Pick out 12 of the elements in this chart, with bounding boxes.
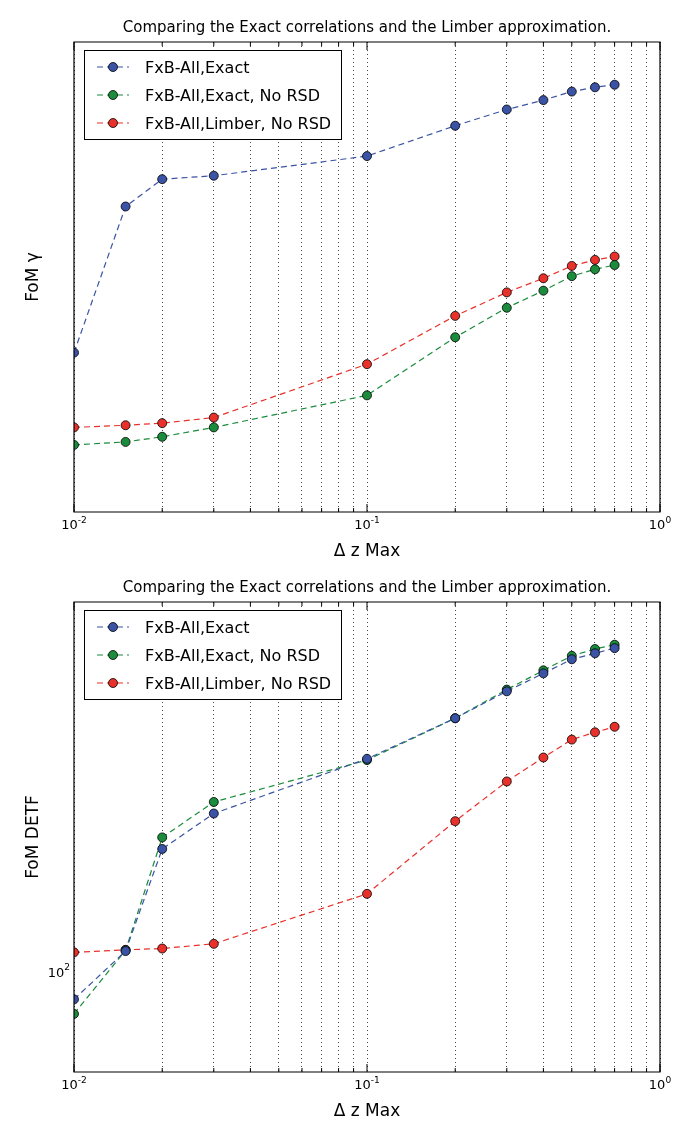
chart-title: Comparing the Exact correlations and the Limber approximation. (122, 17, 612, 36)
legend-label: FxB-All,Limber, No RSD (145, 673, 332, 693)
x-axis-title: Δ z Max (333, 1100, 401, 1121)
legend-label: FxB-All,Exact (145, 617, 250, 637)
legend-label: FxB-All,Limber, No RSD (145, 113, 332, 133)
legend-label: FxB-All,Exact, No RSD (145, 645, 321, 665)
y-axis-title: FoM DETF (22, 795, 43, 879)
chart-title: Comparing the Exact correlations and the Limber approximation. (122, 577, 612, 596)
legend-label: FxB-All,Exact, No RSD (145, 85, 321, 105)
x-axis-title: Δ z Max (333, 540, 401, 561)
legend-label: FxB-All,Exact (145, 57, 250, 77)
y-axis-title: FoM γ (22, 252, 43, 302)
